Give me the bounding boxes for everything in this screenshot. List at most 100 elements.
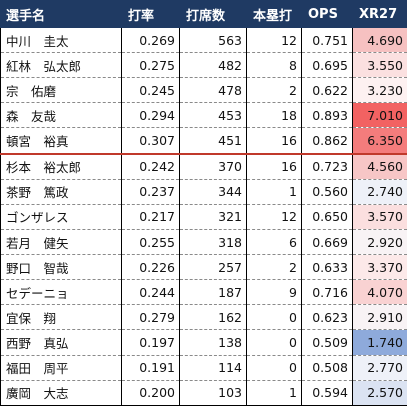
plate-appearances-cell: 451 — [179, 127, 247, 155]
batting-average-cell: 0.294 — [121, 102, 180, 129]
batting-average-cell: 0.307 — [121, 127, 180, 155]
player-name-cell: 杉本 裕太郎 — [0, 153, 122, 180]
table-row: 野口 智哉 0.226 257 2 0.633 3.370 — [0, 254, 407, 281]
table-body: 中川 圭太 0.269 563 12 0.751 4.690 紅林 弘太郎 0.275 482 8… — [0, 27, 407, 407]
batting-average-cell: 0.242 — [121, 153, 180, 180]
player-name-cell: 福田 周平 — [0, 355, 122, 381]
home-runs-cell: 12 — [246, 27, 302, 54]
plate-appearances-cell: 321 — [179, 204, 247, 231]
table-row: 杉本 裕太郎 0.242 370 16 0.723 4.560 — [0, 153, 407, 180]
home-runs-cell: 12 — [246, 204, 302, 231]
plate-appearances-cell: 114 — [179, 355, 247, 381]
home-runs-cell: 16 — [246, 153, 302, 180]
home-runs-cell: 8 — [246, 52, 302, 79]
xr27-cell: 7.010 — [352, 102, 407, 129]
batting-average-cell: 0.245 — [121, 77, 180, 104]
player-name-cell: 廣岡 大志 — [0, 380, 122, 407]
ops-cell: 0.594 — [301, 380, 353, 407]
player-name-cell: 宜保 翔 — [0, 304, 122, 331]
plate-appearances-cell: 563 — [179, 27, 247, 54]
xr27-cell: 3.550 — [352, 52, 407, 79]
batting-average-cell: 0.200 — [121, 380, 180, 407]
ops-cell: 0.716 — [301, 279, 353, 306]
ops-cell: 0.633 — [301, 254, 353, 281]
player-name-cell: 若月 健矢 — [0, 229, 122, 256]
header-batting-average: 打率 — [121, 0, 180, 28]
batting-average-cell: 0.275 — [121, 52, 180, 79]
plate-appearances-cell: 187 — [179, 279, 247, 306]
plate-appearances-cell: 478 — [179, 77, 247, 104]
home-runs-cell: 6 — [246, 229, 302, 256]
batting-average-cell: 0.255 — [121, 229, 180, 256]
ops-cell: 0.560 — [301, 179, 353, 205]
home-runs-cell: 0 — [246, 355, 302, 381]
plate-appearances-cell: 138 — [179, 329, 247, 356]
table-row: 廣岡 大志 0.200 103 1 0.594 2.570 — [0, 380, 407, 407]
table-row: 森 友哉 0.294 453 18 0.893 7.010 — [0, 102, 407, 129]
home-runs-cell: 0 — [246, 329, 302, 356]
home-runs-cell: 2 — [246, 77, 302, 104]
table-row: 中川 圭太 0.269 563 12 0.751 4.690 — [0, 27, 407, 54]
xr27-cell: 3.570 — [352, 204, 407, 231]
home-runs-cell: 18 — [246, 102, 302, 129]
ops-cell: 0.508 — [301, 355, 353, 381]
xr27-cell: 2.570 — [352, 380, 407, 407]
player-name-cell: 宗 佑磨 — [0, 77, 122, 104]
xr27-cell: 2.770 — [352, 355, 407, 381]
xr27-cell: 4.070 — [352, 279, 407, 306]
player-name-cell: 紅林 弘太郎 — [0, 52, 122, 79]
batting-average-cell: 0.244 — [121, 279, 180, 306]
table-row: 茶野 篤政 0.237 344 1 0.560 2.740 — [0, 179, 407, 205]
batting-average-cell: 0.279 — [121, 304, 180, 331]
header-ops: OPS — [301, 0, 353, 28]
header-player-name: 選手名 — [0, 0, 122, 28]
home-runs-cell: 0 — [246, 304, 302, 331]
ops-cell: 0.650 — [301, 204, 353, 231]
header-xr27: XR27 — [352, 0, 407, 28]
table-row: 頓宮 裕真 0.307 451 16 0.862 6.350 — [0, 127, 407, 155]
header-row: 選手名 打率 打席数 本塁打 OPS XR27 — [0, 0, 407, 28]
header-home-runs: 本塁打 — [246, 0, 302, 28]
plate-appearances-cell: 103 — [179, 380, 247, 407]
table-row: 福田 周平 0.191 114 0 0.508 2.770 — [0, 355, 407, 381]
xr27-cell: 1.740 — [352, 329, 407, 356]
table-row: セデーニョ 0.244 187 9 0.716 4.070 — [0, 279, 407, 306]
ops-cell: 0.751 — [301, 27, 353, 54]
table-row: 宗 佑磨 0.245 478 2 0.622 3.230 — [0, 77, 407, 104]
ops-cell: 0.669 — [301, 229, 353, 256]
player-name-cell: 茶野 篤政 — [0, 179, 122, 205]
home-runs-cell: 9 — [246, 279, 302, 306]
home-runs-cell: 16 — [246, 127, 302, 155]
ops-cell: 0.723 — [301, 153, 353, 180]
ops-cell: 0.509 — [301, 329, 353, 356]
ops-cell: 0.622 — [301, 77, 353, 104]
xr27-cell: 2.740 — [352, 179, 407, 205]
plate-appearances-cell: 257 — [179, 254, 247, 281]
plate-appearances-cell: 318 — [179, 229, 247, 256]
ops-cell: 0.695 — [301, 52, 353, 79]
plate-appearances-cell: 482 — [179, 52, 247, 79]
plate-appearances-cell: 162 — [179, 304, 247, 331]
xr27-cell: 4.560 — [352, 153, 407, 180]
player-name-cell: 野口 智哉 — [0, 254, 122, 281]
home-runs-cell: 1 — [246, 380, 302, 407]
ops-cell: 0.893 — [301, 102, 353, 129]
batting-average-cell: 0.237 — [121, 179, 180, 205]
xr27-cell: 3.370 — [352, 254, 407, 281]
xr27-cell: 3.230 — [352, 77, 407, 104]
batting-average-cell: 0.191 — [121, 355, 180, 381]
batting-average-cell: 0.217 — [121, 204, 180, 231]
table-row: 西野 真弘 0.197 138 0 0.509 1.740 — [0, 329, 407, 356]
player-name-cell: 頓宮 裕真 — [0, 127, 122, 155]
ops-cell: 0.623 — [301, 304, 353, 331]
ops-cell: 0.862 — [301, 127, 353, 155]
home-runs-cell: 2 — [246, 254, 302, 281]
table-row: ゴンザレス 0.217 321 12 0.650 3.570 — [0, 204, 407, 231]
player-name-cell: 西野 真弘 — [0, 329, 122, 356]
home-runs-cell: 1 — [246, 179, 302, 205]
plate-appearances-cell: 370 — [179, 153, 247, 180]
table-row: 紅林 弘太郎 0.275 482 8 0.695 3.550 — [0, 52, 407, 79]
player-name-cell: ゴンザレス — [0, 204, 122, 231]
batting-average-cell: 0.197 — [121, 329, 180, 356]
